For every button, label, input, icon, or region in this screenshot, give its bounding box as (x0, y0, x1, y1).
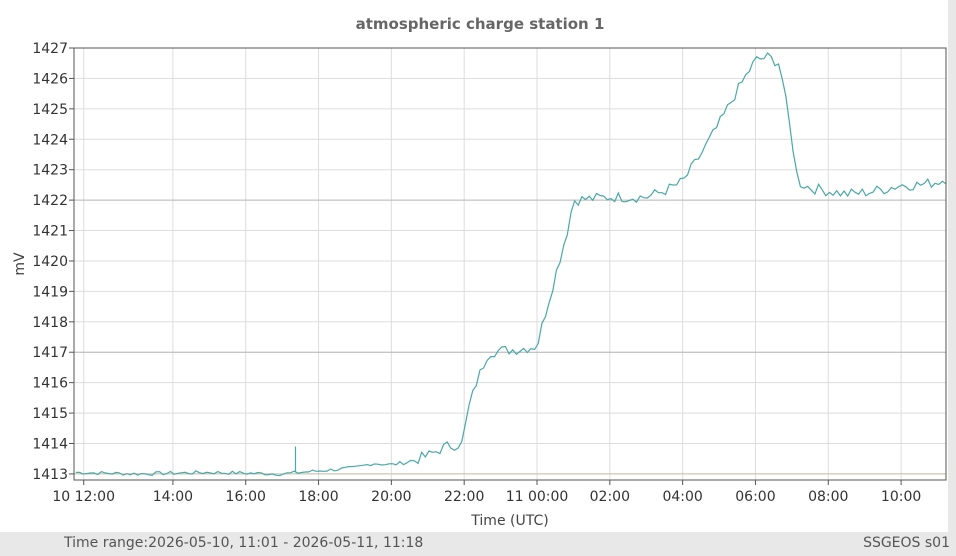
x-tick-label: 16:00 (226, 489, 266, 505)
y-tick-label: 1426 (32, 71, 68, 87)
chart-title: atmospheric charge station 1 (356, 15, 605, 33)
y-tick-label: 1424 (32, 132, 68, 148)
plot-frame (73, 47, 947, 481)
series-line (75, 51, 947, 477)
source-label: SSGEOS s01 (863, 535, 950, 551)
y-tick-label: 1416 (32, 376, 68, 392)
y-axis: 1413 1414 1415 1416 1417 1418 1419 1420 1421 1422… (32, 41, 74, 483)
y-tick-label: 1417 (32, 345, 68, 361)
x-axis-label: Time (UTC) (470, 513, 548, 529)
series-group (75, 51, 947, 477)
x-tick-label: 20:00 (371, 489, 411, 505)
y-axis-label: mV (12, 252, 28, 276)
x-tick-label: 18:00 (298, 489, 338, 505)
chart-panel: atmospheric charge station 1 1413 1414 141… (0, 0, 948, 532)
reference-lines (74, 199, 946, 475)
y-tick-label: 1425 (32, 102, 68, 118)
y-tick-label: 1419 (32, 284, 68, 300)
x-tick-label: 14:00 (153, 489, 193, 505)
x-tick-label: 08:00 (808, 489, 848, 505)
time-range-label: Time range:2026-05-10, 11:01 - 2026-05-1… (64, 535, 424, 551)
x-tick-label: 06:00 (735, 489, 775, 505)
x-tick-label: 02:00 (590, 489, 630, 505)
y-tick-label: 1427 (32, 41, 68, 57)
y-tick-label: 1421 (32, 224, 68, 240)
y-tick-label: 1423 (32, 163, 68, 179)
x-tick-label: 10 12:00 (52, 489, 115, 505)
y-tick-label: 1413 (32, 467, 68, 483)
x-tick-label: 11 00:00 (506, 489, 569, 505)
y-tick-label: 1420 (32, 254, 68, 270)
chart: atmospheric charge station 1 14131414141… (12, 15, 947, 529)
grid (74, 47, 946, 480)
x-tick-label: 04:00 (662, 489, 702, 505)
y-tick-label: 1415 (32, 406, 68, 422)
x-axis: 10 12:00 14:00 16:00 18:00 20:00 22:00 11 00:0… (52, 480, 921, 505)
y-tick-label: 1422 (32, 193, 68, 209)
y-tick-label: 1418 (32, 315, 68, 331)
x-tick-label: 22:00 (444, 489, 484, 505)
x-tick-label: 10:00 (881, 489, 921, 505)
y-tick-label: 1414 (32, 436, 68, 452)
